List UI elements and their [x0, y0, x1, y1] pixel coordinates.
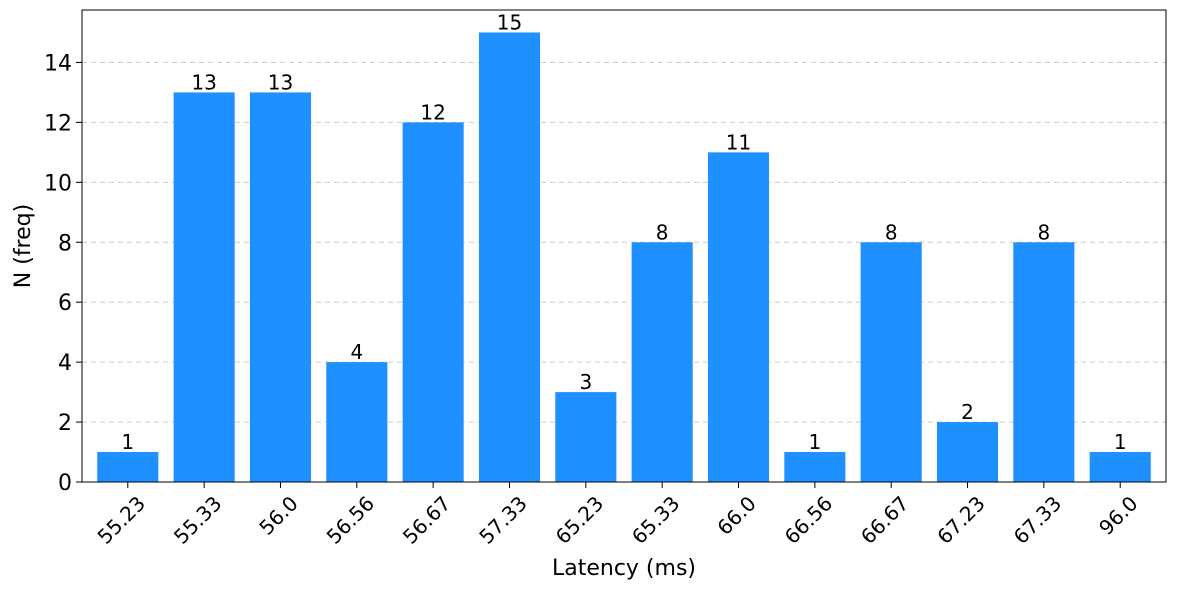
x-axis-ticks: 55.23 55.33 56.0 56.56 56.67 57.33 65.23 65.33 6…: [93, 482, 1142, 549]
bar: [1013, 242, 1075, 482]
x-tick-label: 56.0: [254, 491, 302, 539]
y-axis-label: N (freq): [11, 204, 36, 288]
x-tick-label: 57.33: [474, 491, 531, 548]
bar: [402, 122, 464, 482]
y-tick-label: 14: [44, 51, 72, 76]
y-tick-label: 4: [58, 351, 72, 376]
x-tick-label: 67.33: [1009, 491, 1066, 548]
bar-value-label: 1: [1114, 430, 1127, 454]
bar-value-label: 2: [961, 400, 974, 424]
bar-value-label: 8: [1037, 220, 1050, 244]
x-tick-label: 56.56: [322, 491, 379, 548]
bar-value-label: 3: [579, 370, 592, 394]
bar: [173, 92, 235, 483]
x-tick-label: 66.56: [780, 491, 837, 548]
bar-value-label: 15: [497, 10, 522, 34]
y-tick-label: 6: [58, 291, 72, 316]
bar: [936, 422, 999, 482]
x-tick-label: 56.67: [398, 491, 455, 548]
bar-value-label: 12: [420, 100, 445, 124]
plot-frame: [81, 9, 1167, 483]
bar: [784, 452, 846, 482]
bar: [1089, 452, 1151, 482]
y-axis-ticks: 0 2 4 6 8 10 12 14: [44, 51, 82, 496]
bar: [326, 362, 388, 482]
x-tick-label: 66.67: [856, 491, 913, 548]
x-tick-label: 65.33: [627, 491, 684, 548]
bar: [631, 242, 693, 482]
x-tick-label: 67.23: [932, 491, 989, 548]
x-tick-label: 66.0: [712, 491, 760, 539]
y-tick-label: 10: [44, 171, 72, 196]
x-tick-label: 55.23: [93, 491, 150, 548]
bar: [707, 152, 770, 482]
x-tick-label: 55.33: [169, 491, 226, 548]
bar: [478, 32, 541, 482]
bar-value-label: 8: [885, 220, 898, 244]
bar-value-label: 1: [121, 430, 134, 454]
x-tick-label: 65.23: [551, 491, 608, 548]
bars: [97, 32, 1151, 483]
bar: [97, 452, 159, 482]
bar: [860, 242, 922, 482]
bar-value-label: 13: [191, 70, 216, 94]
x-axis-label: Latency (ms): [552, 556, 696, 581]
bar-value-label: 13: [268, 70, 293, 94]
y-tick-label: 0: [58, 471, 72, 496]
y-tick-label: 2: [58, 411, 72, 436]
bar-value-label: 4: [350, 340, 363, 364]
grid-lines: [82, 61, 1166, 423]
y-tick-label: 8: [58, 231, 72, 256]
bar-value-label: 11: [726, 130, 751, 154]
y-tick-label: 12: [44, 111, 72, 136]
x-tick-label: 96.0: [1094, 491, 1142, 539]
bar-value-label: 8: [656, 220, 669, 244]
bar-value-label: 1: [808, 430, 821, 454]
bar: [555, 392, 617, 482]
bar: [249, 92, 312, 483]
